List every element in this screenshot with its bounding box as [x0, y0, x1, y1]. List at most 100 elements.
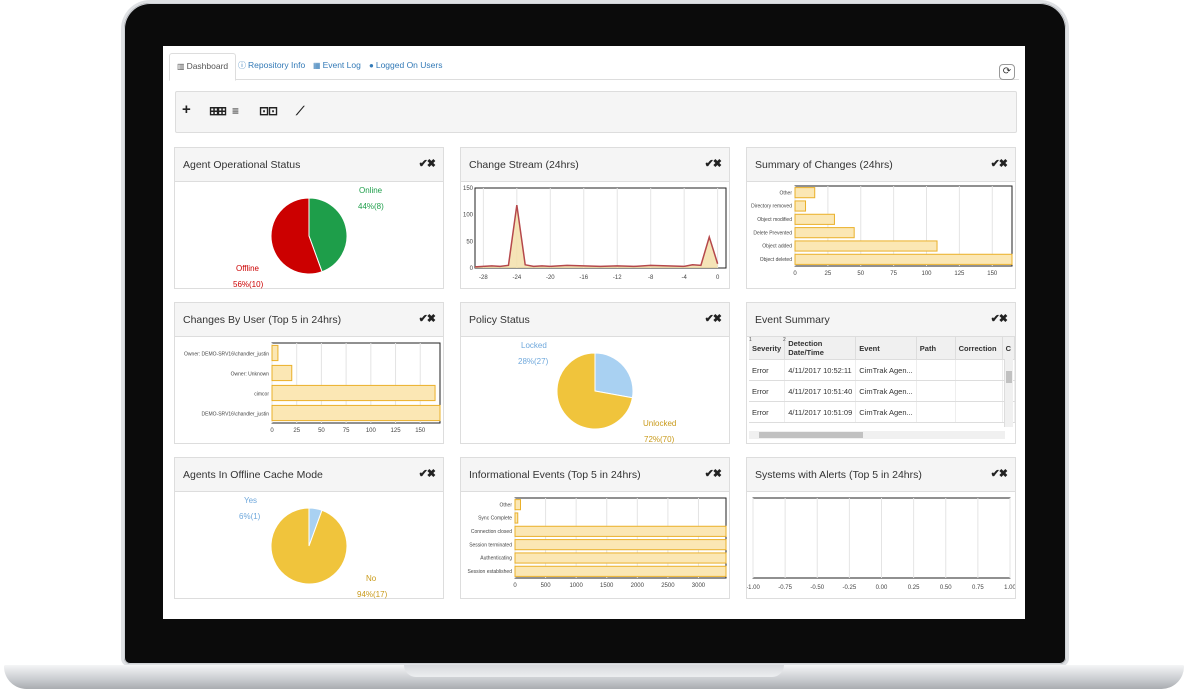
bar [514, 565, 727, 577]
x-tick-label: -20 [546, 275, 555, 281]
x-tick-label: -1.00 [747, 585, 760, 591]
refresh-icon[interactable]: ⟳ [999, 64, 1015, 80]
x-tick-label: 75 [890, 271, 897, 277]
offline-label: Offline [236, 264, 259, 273]
panel-title: Changes By User (Top 5 in 24hrs) [183, 314, 342, 326]
yes-label: Yes [244, 496, 258, 505]
panel-controls[interactable]: ✔✖ [418, 158, 436, 170]
table-row[interactable]: Error 4/11/2017 10:51:09 CimTrak Agen... [749, 401, 1015, 423]
column-header-detection-time[interactable]: Detection Date/Time [784, 337, 857, 360]
tab-logged-on-users[interactable]: ● Logged On Users [369, 60, 443, 70]
x-tick-label: -0.75 [778, 585, 792, 591]
y-tick-label: 0 [470, 266, 474, 272]
no-label: No [366, 574, 377, 583]
horizontal-scrollbar-thumb[interactable] [759, 432, 863, 438]
link-icon[interactable]: ⟋ [296, 104, 305, 118]
list-layout-icon[interactable]: ≡ [232, 104, 240, 118]
summary-changes-chart: 0 25 50 75 100 125 150 Other Directory removed Ob… [751, 185, 1013, 277]
panel-controls[interactable]: ✔✖ [990, 468, 1008, 480]
panel-controls[interactable]: ✔✖ [418, 313, 436, 325]
panel-controls[interactable]: ✔✖ [704, 313, 722, 325]
locked-label: Locked [521, 341, 547, 350]
category-label: Connection closed [471, 529, 512, 535]
grid-layout-icon[interactable]: ⊞⊞ [209, 104, 227, 118]
x-tick-label: -24 [512, 275, 521, 281]
bar [794, 187, 816, 199]
x-tick-label: 0 [716, 275, 720, 281]
category-label: Delete Prevented [753, 230, 792, 236]
x-tick-label: 100 [366, 428, 377, 434]
x-tick-label: 125 [954, 271, 965, 277]
pie-slice-locked [594, 352, 634, 399]
tab-bar: ▥ Dashboard ⓘ Repository Info ▦ Event Log ●… [169, 53, 1019, 81]
vertical-scrollbar-thumb[interactable] [1006, 371, 1012, 383]
x-tick-label: 100 [922, 271, 933, 277]
horizontal-scrollbar[interactable] [749, 431, 1005, 439]
x-tick-label: 0 [793, 271, 797, 277]
dashboard-toolbar: + ⊞⊞ ≡ ⊡⊡ ⟋ [175, 91, 1017, 133]
table-row[interactable]: Error 4/11/2017 10:51:40 CimTrak Agen... [749, 380, 1015, 402]
laptop-notch [404, 665, 784, 677]
category-label: Owner: DEMO-SRV16\chandler_justin [184, 351, 269, 357]
category-label: Other [779, 190, 792, 196]
x-tick-label: 75 [343, 428, 350, 434]
panel-controls[interactable]: ✔✖ [704, 158, 722, 170]
series-line [474, 204, 719, 268]
column-header-c[interactable]: C [1002, 337, 1015, 360]
table-row[interactable]: Error 4/11/2017 10:52:11 CimTrak Agen... [749, 359, 1015, 381]
bar [514, 539, 727, 551]
column-header-severity[interactable]: Severity [749, 337, 786, 360]
x-tick-label: 1000 [569, 583, 583, 589]
category-label: Directory removed [751, 204, 792, 210]
category-label: cimcor [254, 391, 269, 397]
panel-title: Informational Events (Top 5 in 24hrs) [469, 469, 641, 481]
vertical-scrollbar[interactable] [1004, 359, 1013, 427]
calendar-icon: ▦ [313, 61, 321, 70]
panel-agent-status: Agent Operational Status ✔✖ Online 44%(8)… [174, 147, 444, 289]
area-fill [475, 205, 718, 268]
x-tick-label: -0.25 [843, 585, 857, 591]
panel-controls[interactable]: ✔✖ [990, 158, 1008, 170]
x-tick-label: -28 [479, 275, 488, 281]
category-label: Object modified [757, 217, 792, 223]
y-tick-label: 150 [463, 186, 474, 192]
tab-dashboard[interactable]: ▥ Dashboard [169, 53, 237, 81]
panel-change-stream: Change Stream (24hrs) ✔✖ -28 -24 -20 -16 -12-… [460, 147, 730, 289]
columns-layout-icon[interactable]: ⊡⊡ [259, 104, 278, 118]
panel-controls[interactable]: ✔✖ [990, 313, 1008, 325]
panel-policy-status: Policy Status ✔✖ Locked 28%(27) Unlocked … [460, 302, 730, 444]
column-header-path[interactable]: Path [916, 337, 956, 360]
panel-controls[interactable]: ✔✖ [704, 468, 722, 480]
panel-title: Policy Status [469, 314, 530, 326]
systems-alerts-chart: -1.00 -0.75 -0.50 -0.25 0.00 0.25 0.50 0.75 1.00 [747, 497, 1015, 591]
x-tick-label: -8 [648, 275, 654, 281]
user-icon: ● [369, 61, 374, 70]
panel-controls[interactable]: ✔✖ [418, 468, 436, 480]
category-label: Authenticating [480, 556, 512, 562]
panel-title: Event Summary [755, 314, 830, 326]
column-header-event[interactable]: Event [855, 337, 917, 360]
screen: ▥ Dashboard ⓘ Repository Info ▦ Event Log ●… [163, 46, 1025, 619]
x-tick-label: 2500 [661, 583, 675, 589]
x-tick-label: 25 [825, 271, 832, 277]
x-tick-label: 3000 [692, 583, 706, 589]
panel-summary-changes: Summary of Changes (24hrs) ✔✖ 0 25 50 75 100 1… [746, 147, 1016, 289]
bar [271, 344, 279, 362]
unlocked-value: 72%(70) [644, 435, 675, 444]
add-widget-button[interactable]: + [182, 101, 191, 118]
x-tick-label: 150 [987, 271, 998, 277]
x-tick-label: 125 [391, 428, 402, 434]
panel-title: Change Stream (24hrs) [469, 159, 579, 171]
x-tick-label: 500 [541, 583, 552, 589]
no-value: 94%(17) [357, 590, 388, 599]
column-header-correction[interactable]: Correction [955, 337, 1003, 360]
tab-event-log[interactable]: ▦ Event Log [313, 60, 361, 70]
x-tick-label: -16 [579, 275, 588, 281]
panel-title: Summary of Changes (24hrs) [755, 159, 893, 171]
bar [271, 404, 441, 422]
unlocked-label: Unlocked [643, 419, 677, 428]
bar-chart-icon: ▥ [177, 62, 185, 71]
tab-repository-info[interactable]: ⓘ Repository Info [238, 60, 306, 70]
bar [271, 384, 436, 402]
bar [514, 525, 727, 537]
